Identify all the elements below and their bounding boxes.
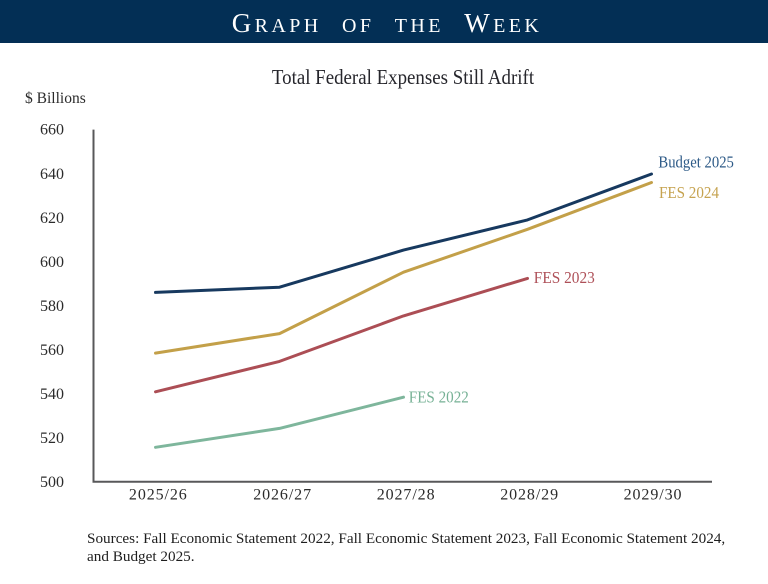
- svg-text:2026/27: 2026/27: [253, 487, 312, 504]
- svg-text:540: 540: [40, 386, 64, 403]
- svg-text:$ Billions: $ Billions: [25, 90, 86, 107]
- svg-text:2025/26: 2025/26: [129, 487, 188, 504]
- svg-text:FES 2022: FES 2022: [409, 388, 469, 407]
- svg-text:2028/29: 2028/29: [500, 487, 559, 504]
- svg-text:2027/28: 2027/28: [377, 487, 436, 504]
- svg-text:580: 580: [40, 298, 64, 315]
- svg-text:2029/30: 2029/30: [624, 487, 683, 504]
- svg-text:500: 500: [40, 474, 64, 491]
- svg-text:660: 660: [40, 122, 64, 139]
- svg-text:Budget 2025: Budget 2025: [658, 152, 734, 171]
- svg-text:FES 2023: FES 2023: [534, 268, 595, 287]
- svg-text:640: 640: [40, 166, 64, 183]
- svg-text:520: 520: [40, 430, 64, 447]
- svg-text:600: 600: [40, 254, 64, 271]
- svg-text:560: 560: [40, 342, 64, 359]
- svg-text:FES 2024: FES 2024: [659, 183, 719, 202]
- svg-text:620: 620: [40, 210, 64, 227]
